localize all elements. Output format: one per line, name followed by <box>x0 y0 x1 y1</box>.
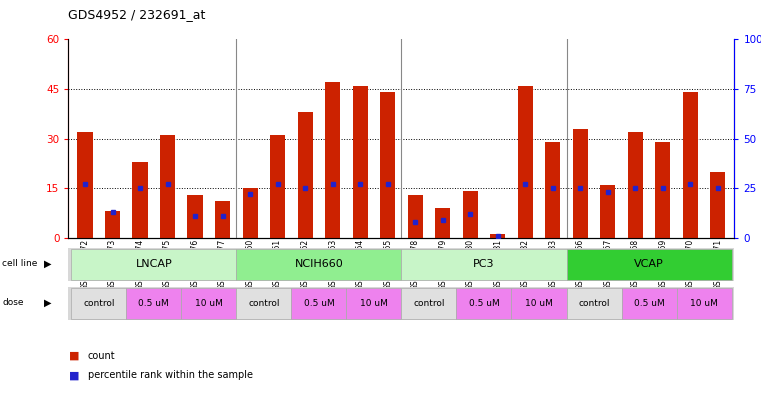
Bar <box>291 288 346 319</box>
Bar <box>72 249 237 280</box>
Text: 0.5 uM: 0.5 uM <box>469 299 499 308</box>
Bar <box>683 92 698 238</box>
Bar <box>346 288 402 319</box>
Text: ▶: ▶ <box>44 258 52 268</box>
Bar <box>126 288 181 319</box>
Bar <box>380 92 395 238</box>
Bar <box>325 82 340 238</box>
Text: ■: ■ <box>68 351 79 361</box>
Bar <box>655 142 670 238</box>
Text: percentile rank within the sample: percentile rank within the sample <box>88 370 253 380</box>
Bar <box>566 288 622 319</box>
Text: control: control <box>578 299 610 308</box>
Bar <box>408 195 423 238</box>
Bar <box>237 288 291 319</box>
Text: ▶: ▶ <box>44 298 52 308</box>
Bar <box>435 208 451 238</box>
Bar <box>402 249 566 280</box>
Bar <box>463 191 478 238</box>
Bar <box>215 201 230 238</box>
Bar <box>600 185 616 238</box>
Bar <box>402 288 457 319</box>
Bar <box>243 188 258 238</box>
Bar <box>132 162 148 238</box>
Text: 10 uM: 10 uM <box>525 299 553 308</box>
Text: 0.5 uM: 0.5 uM <box>304 299 334 308</box>
Bar <box>677 288 731 319</box>
Bar <box>710 172 725 238</box>
Bar <box>187 195 202 238</box>
Text: PC3: PC3 <box>473 259 495 269</box>
Bar <box>160 135 175 238</box>
Text: NCIH660: NCIH660 <box>295 259 343 269</box>
Text: dose: dose <box>2 298 24 307</box>
Text: count: count <box>88 351 115 361</box>
Bar <box>457 288 511 319</box>
Text: control: control <box>83 299 114 308</box>
Text: control: control <box>248 299 279 308</box>
Text: 10 uM: 10 uM <box>690 299 718 308</box>
Bar <box>352 86 368 238</box>
Bar <box>511 288 566 319</box>
Text: VCAP: VCAP <box>634 259 664 269</box>
Text: control: control <box>413 299 444 308</box>
Bar <box>105 211 120 238</box>
Bar <box>573 129 587 238</box>
Bar <box>622 288 677 319</box>
Text: GDS4952 / 232691_at: GDS4952 / 232691_at <box>68 8 206 21</box>
Bar <box>298 112 313 238</box>
Text: LNCAP: LNCAP <box>135 259 172 269</box>
Text: cell line: cell line <box>2 259 37 268</box>
Bar <box>566 249 731 280</box>
Bar <box>628 132 643 238</box>
Text: 10 uM: 10 uM <box>195 299 223 308</box>
Text: 0.5 uM: 0.5 uM <box>139 299 169 308</box>
Text: ■: ■ <box>68 370 79 380</box>
Bar <box>270 135 285 238</box>
Bar <box>545 142 560 238</box>
Bar <box>237 249 402 280</box>
Text: 0.5 uM: 0.5 uM <box>634 299 664 308</box>
Text: 10 uM: 10 uM <box>360 299 388 308</box>
Bar <box>72 288 126 319</box>
Bar <box>78 132 93 238</box>
Bar <box>517 86 533 238</box>
Bar <box>490 235 505 238</box>
Bar <box>181 288 237 319</box>
